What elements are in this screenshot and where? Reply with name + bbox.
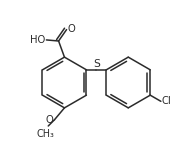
Text: O: O [68,24,75,34]
Text: S: S [93,59,100,68]
Text: HO: HO [30,35,45,45]
Text: O: O [46,115,54,125]
Text: Cl: Cl [162,96,172,106]
Text: CH₃: CH₃ [37,129,55,139]
